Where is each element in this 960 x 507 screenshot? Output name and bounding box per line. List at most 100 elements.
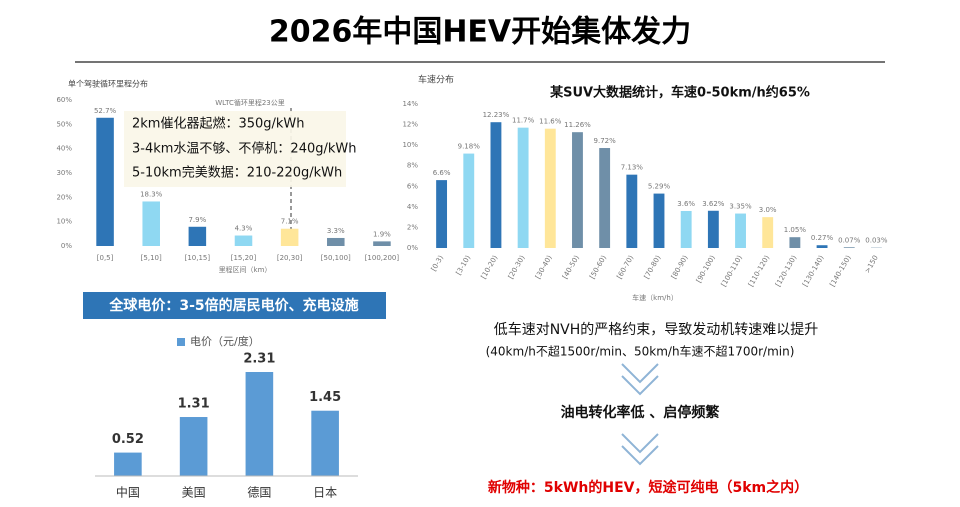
bar — [735, 213, 746, 248]
bar — [843, 247, 855, 248]
value-label: 6.6% — [433, 169, 451, 177]
x-axis-label: 车速（km/h） — [632, 293, 678, 302]
value-label: 7.1% — [281, 218, 299, 226]
x-tick-label: 德国 — [247, 485, 271, 500]
value-label: 1.05% — [784, 226, 807, 234]
legend-label: 电价（元/度） — [190, 334, 260, 348]
x-tick-label: [80-90) — [670, 254, 690, 281]
x-tick-label: >150 — [863, 254, 880, 275]
x-tick-label: [40-50) — [561, 254, 581, 281]
chart-title: 单个驾驶循环里程分布 — [68, 79, 148, 89]
y-tick-label: 0% — [61, 242, 72, 250]
value-label: 3.3% — [327, 227, 345, 235]
x-tick-label: [100-110) — [720, 254, 744, 288]
annotation: 5-10km完美数据：210-220g/kWh — [132, 166, 342, 181]
x-tick-label: 日本 — [313, 486, 337, 500]
value-label: 0.07% — [838, 236, 861, 244]
y-tick-label: 50% — [56, 120, 72, 128]
annotation: 某SUV大数据统计，车速0-50km/h约65% — [549, 85, 810, 101]
x-tick-label: [120-130) — [774, 254, 798, 288]
value-label: 1.9% — [373, 230, 391, 238]
y-tick-label: 40% — [56, 145, 72, 153]
bar — [572, 132, 583, 248]
y-tick-label: 8% — [407, 162, 418, 170]
bar — [789, 237, 801, 248]
y-tick-label: 0% — [407, 244, 418, 252]
bar — [373, 241, 391, 246]
x-tick-label: [0,5] — [97, 254, 114, 262]
bar — [707, 210, 719, 248]
slide-title: 2026年中国HEV开始集体发力 — [269, 15, 691, 50]
note: 新物种：5kWh的HEV，短途可纯电（5km之内） — [488, 479, 808, 496]
x-tick-label: [3-10) — [455, 254, 473, 277]
value-label: 11.26% — [564, 121, 591, 129]
value-label: 5.29% — [648, 183, 671, 191]
arrow — [621, 433, 659, 466]
bar — [463, 153, 475, 248]
note: (40km/h不超1500r/min、50km/h车速不超1700r/min) — [486, 344, 795, 359]
x-tick-label: [70-80) — [643, 254, 663, 281]
value-label: 3.35% — [729, 203, 752, 211]
note: 油电转化率低 、启停频繁 — [561, 404, 721, 421]
x-tick-label: [110-120) — [747, 254, 771, 288]
value-label: 9.18% — [458, 143, 481, 151]
bar — [680, 210, 692, 248]
bar — [517, 127, 529, 248]
value-label: 0.52 — [112, 432, 144, 447]
x-tick-label: [100,200] — [365, 254, 400, 262]
value-label: 3.0% — [759, 206, 777, 214]
y-tick-label: 30% — [56, 169, 72, 177]
note: 低车速对NVH的严格约束，导致发动机转速难以提升 — [494, 321, 819, 338]
x-tick-label: [140-150) — [828, 254, 852, 288]
value-label: 1.31 — [178, 397, 210, 412]
y-tick-label: 4% — [407, 203, 418, 211]
value-label: 4.3% — [235, 225, 253, 233]
value-label: 0.27% — [811, 234, 834, 242]
y-tick-label: 6% — [407, 182, 418, 190]
bar — [599, 148, 611, 248]
value-label: 18.3% — [140, 190, 163, 198]
bar — [626, 174, 638, 248]
annotation: 3-4km水温不够、不停机：240g/kWh — [132, 141, 357, 157]
note-box — [124, 111, 346, 187]
bar — [245, 372, 274, 476]
x-tick-label: [20-30) — [507, 254, 527, 281]
annotation: 2km催化器起燃：350g/kWh — [132, 116, 305, 132]
bar — [188, 226, 207, 246]
bar — [179, 417, 208, 476]
bar — [762, 217, 774, 248]
y-tick-label: 20% — [56, 193, 72, 201]
chart-title: 车速分布 — [418, 74, 454, 86]
x-tick-label: 中国 — [116, 485, 140, 500]
bar — [436, 180, 448, 248]
banner — [83, 292, 386, 319]
arrow — [621, 363, 659, 396]
x-tick-label: [60-70) — [615, 254, 635, 281]
value-label: 7.13% — [621, 164, 644, 172]
x-tick-label: [10,15] — [185, 254, 211, 262]
value-label: 2.31 — [243, 352, 275, 367]
bar — [653, 193, 665, 248]
x-tick-label: [15,20] — [231, 254, 257, 262]
value-label: 1.45 — [309, 390, 341, 405]
x-tick-label: [130-140) — [801, 254, 825, 288]
x-axis-label: 里程区间（km） — [219, 265, 272, 274]
legend-swatch — [177, 338, 185, 346]
value-label: 9.72% — [594, 137, 617, 145]
x-tick-label: [50-60) — [588, 254, 608, 281]
value-label: 11.6% — [539, 118, 562, 126]
bar — [327, 237, 345, 246]
x-tick-label: [30-40) — [534, 254, 554, 281]
bar — [142, 201, 160, 246]
bar — [96, 117, 114, 246]
value-label: 7.9% — [188, 216, 206, 224]
x-tick-label: [10-20) — [480, 254, 500, 281]
value-label: 11.7% — [512, 117, 535, 125]
y-tick-label: 10% — [402, 141, 418, 149]
bar — [311, 410, 339, 476]
bar — [490, 122, 502, 248]
bar — [234, 235, 253, 246]
x-tick-label: [5,10] — [141, 254, 162, 262]
bar — [114, 452, 142, 476]
